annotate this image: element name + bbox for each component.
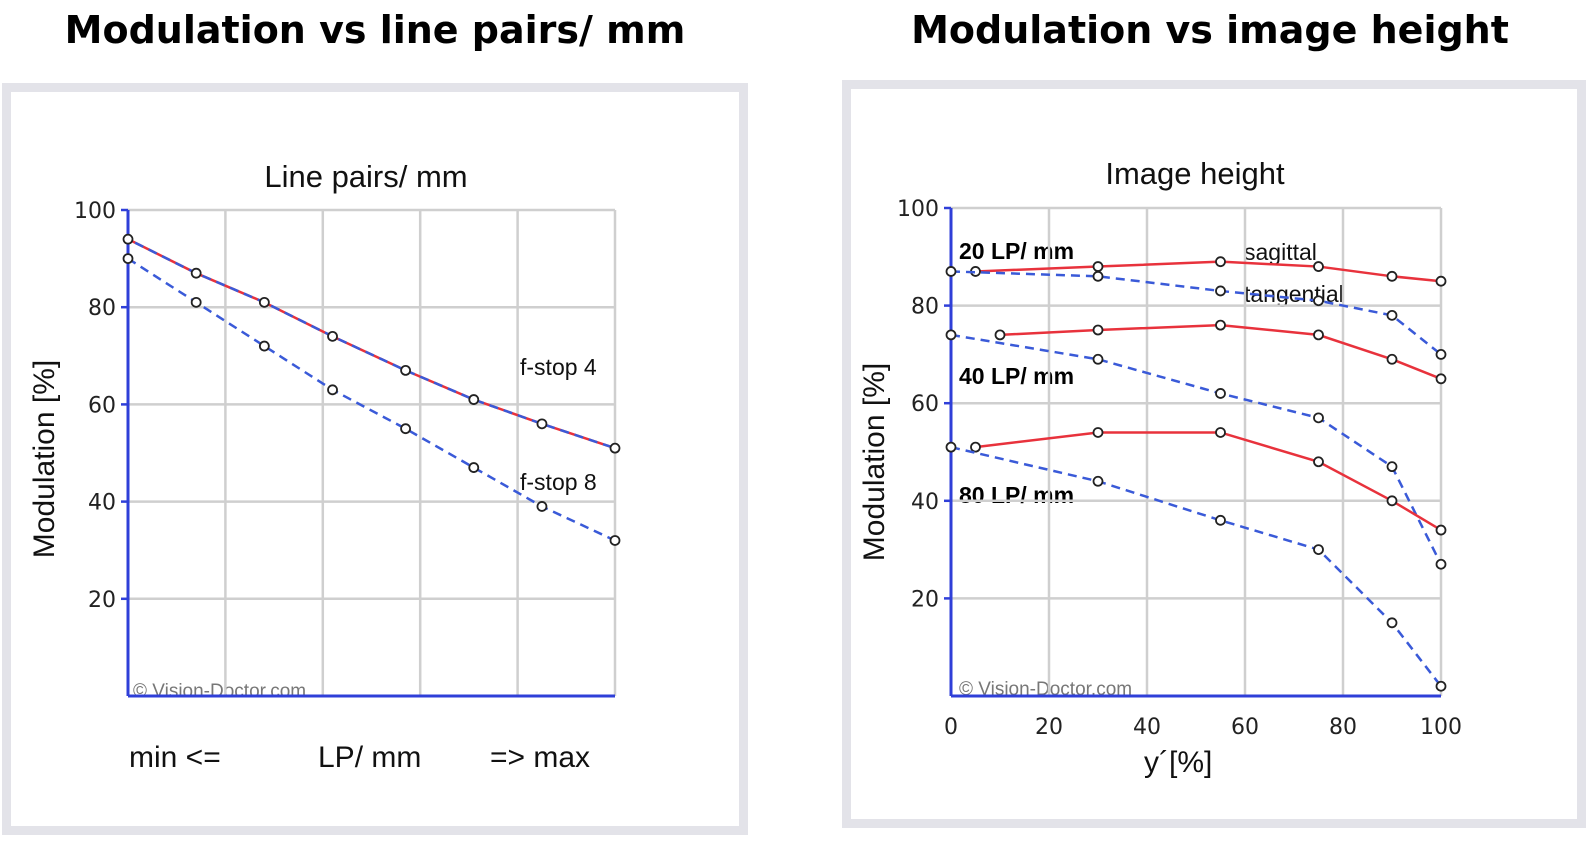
height-x-axis-label: y´[%] <box>1144 746 1212 779</box>
group-2-sagittal-point <box>970 441 981 453</box>
group-1-sagittal-point <box>1386 353 1398 365</box>
group-0-sagittal-point <box>1215 256 1226 268</box>
legend-f-stop-8: f-stop 8 <box>520 469 597 495</box>
lp-series-2-point <box>468 462 480 473</box>
group-1-sagittal-point <box>1313 329 1324 341</box>
group-0-tangential-point <box>1215 285 1226 297</box>
group-1-tangential-point <box>1435 558 1447 570</box>
group-0-tangential-line <box>950 270 1442 356</box>
group-0-tangential-point <box>1435 348 1447 360</box>
lp-x-min-label: min <= <box>129 741 221 774</box>
lp-chart-panel: Line pairs/ mm Modulation [%] min <= LP/… <box>2 83 748 835</box>
group-label-80: 80 LP/ mm <box>959 482 1074 508</box>
lp-series-2-point <box>327 384 338 396</box>
group-2-tangential-point <box>1386 617 1398 629</box>
lp-x-axis-label: LP/ mm <box>318 741 421 774</box>
lp-series-2-point <box>258 340 270 352</box>
group-1-sagittal-point <box>1092 324 1104 336</box>
group-2-sagittal-point <box>1386 495 1398 507</box>
group-2-sagittal-point <box>1435 524 1447 536</box>
height-y-tick-label: 100 <box>897 197 939 222</box>
group-0-sagittal-point <box>1435 275 1447 287</box>
lp-y-tick-label: 80 <box>88 296 116 321</box>
lp-watermark: © Vision-Doctor.com <box>133 681 306 702</box>
lp-series-1-line <box>127 238 616 450</box>
height-y-tick-label: 40 <box>911 490 939 515</box>
height-chart-panel: Image height Modulation [%] y´[%] © Visi… <box>842 80 1586 828</box>
group-2-sagittal-point <box>1092 427 1104 438</box>
group-2-sagittal-line <box>975 431 1442 532</box>
group-2-tangential-point <box>1313 544 1324 556</box>
group-0-sagittal-point <box>1386 270 1398 282</box>
lp-series-2-line <box>127 257 616 542</box>
lp-series-2-point <box>609 535 621 546</box>
group-2-sagittal-point <box>1215 427 1226 438</box>
group-0-tangential-point <box>1386 309 1398 321</box>
lp-chart-title: Line pairs/ mm <box>264 159 467 194</box>
group-1-sagittal-point <box>1435 373 1447 385</box>
group-1-sagittal-point <box>1215 319 1226 331</box>
group-label-20: 20 LP/ mm <box>959 238 1074 264</box>
group-1-tangential-point <box>1386 461 1398 473</box>
lp-series-1-point <box>122 233 134 245</box>
group-0-sagittal-point <box>1313 261 1324 272</box>
group-0-sagittal-point <box>1092 261 1104 272</box>
lp-chart: Line pairs/ mm Modulation [%] min <= LP/… <box>28 159 621 774</box>
group-1-tangential-point <box>1215 388 1226 399</box>
lp-series-1-point <box>400 364 411 376</box>
height-x-tick-label: 60 <box>1231 715 1259 740</box>
group-label-40: 40 LP/ mm <box>959 363 1074 389</box>
height-chart-title: Image height <box>1105 156 1285 191</box>
height-x-tick-label: 20 <box>1035 715 1063 740</box>
height-x-tick-label: 0 <box>944 715 958 740</box>
left-chart-heading: Modulation vs line pairs/ mm <box>64 8 686 52</box>
group-1-tangential-point <box>945 329 957 341</box>
height-x-tick-label: 80 <box>1329 715 1357 740</box>
lp-series-1-line-overlay <box>127 238 616 450</box>
group-2-tangential-line <box>950 445 1442 688</box>
group-0-tangential-point <box>945 266 957 277</box>
lp-series-1-point <box>190 267 202 279</box>
legend-f-stop-4: f-stop 4 <box>520 354 597 380</box>
group-2-tangential-point <box>1215 514 1226 526</box>
group-1-sagittal-line <box>999 323 1442 380</box>
lp-series-2-point <box>122 253 134 265</box>
height-x-tick-label: 100 <box>1420 715 1462 740</box>
lp-y-tick-label: 60 <box>88 393 116 418</box>
lp-series-1-point <box>468 394 480 405</box>
height-y-tick-label: 60 <box>911 392 939 417</box>
height-y-tick-label: 80 <box>911 295 939 320</box>
height-x-tick-label: 40 <box>1133 715 1161 740</box>
lp-series-1-point <box>536 418 548 430</box>
lp-y-tick-label: 40 <box>88 491 116 516</box>
height-chart: Image height Modulation [%] y´[%] © Visi… <box>858 156 1462 779</box>
lp-x-max-label: => max <box>490 741 590 774</box>
group-0-tangential-point <box>1313 295 1324 307</box>
height-y-tick-label: 20 <box>911 587 939 612</box>
group-0-tangential-point <box>1092 270 1104 282</box>
lp-series-1-point <box>327 330 338 342</box>
right-chart-heading: Modulation vs image height <box>911 8 1509 52</box>
group-2-tangential-point <box>945 441 957 453</box>
lp-y-tick-label: 100 <box>74 199 116 224</box>
group-1-tangential-point <box>1092 353 1104 365</box>
lp-series-1-point <box>609 442 621 454</box>
group-1-tangential-point <box>1313 412 1324 424</box>
height-y-axis-label: Modulation [%] <box>858 363 891 561</box>
lp-series-1-point <box>258 296 270 308</box>
lp-y-tick-label: 20 <box>88 588 116 613</box>
group-2-tangential-point <box>1435 680 1447 692</box>
legend-sagittal: sagittal <box>1244 239 1317 265</box>
group-2-tangential-point <box>1092 475 1104 487</box>
lp-series-2-point <box>536 501 548 512</box>
group-1-tangential-line <box>950 333 1443 565</box>
lp-y-axis-label: Modulation [%] <box>28 360 61 558</box>
group-1-sagittal-point <box>994 329 1006 341</box>
group-2-sagittal-point <box>1313 456 1324 468</box>
lp-series-2-point <box>400 423 411 435</box>
lp-series-2-point <box>190 296 202 308</box>
group-0-sagittal-line <box>975 260 1442 283</box>
